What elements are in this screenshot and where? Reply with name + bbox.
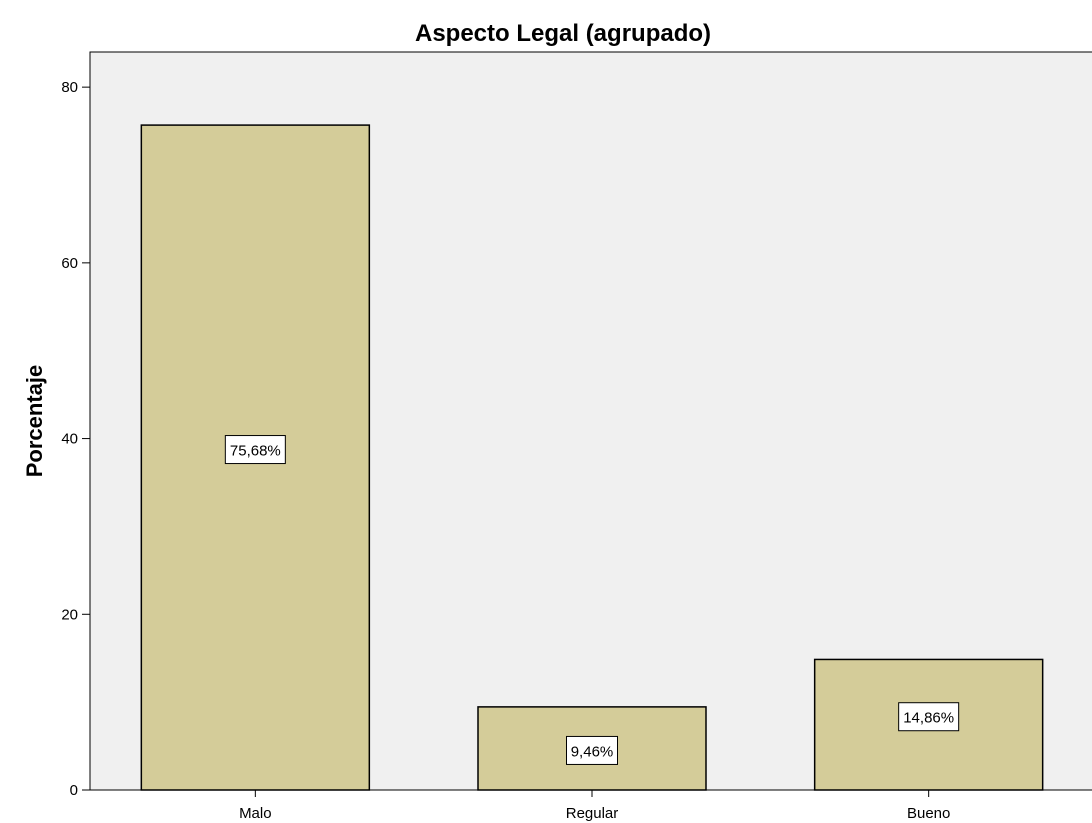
x-tick-label: Malo <box>239 805 272 822</box>
x-tick-label: Bueno <box>907 805 950 822</box>
x-axis: Malo Regular Bueno <box>90 789 1092 822</box>
data-label: 75,68% <box>230 443 281 460</box>
data-label-box <box>224 435 286 465</box>
chart-title: Aspecto Legal (agrupado) <box>415 20 711 47</box>
y-tick-label: 20 <box>61 606 78 623</box>
y-tick-label: 60 <box>61 255 78 272</box>
data-label-box <box>566 735 618 765</box>
y-tick-label: 0 <box>70 782 78 799</box>
bars: 75,68% 9,46% 14,86% <box>140 124 1044 791</box>
data-label-box <box>898 702 960 732</box>
y-tick-label: 80 <box>61 79 78 96</box>
x-tick-label: Regular <box>566 805 619 822</box>
data-label: 14,86% <box>903 710 954 727</box>
data-label: 9,46% <box>571 743 614 760</box>
y-axis-label: Porcentaje <box>22 365 47 478</box>
y-tick-label: 40 <box>61 431 78 448</box>
y-axis: 0 20 40 60 80 <box>61 52 91 799</box>
